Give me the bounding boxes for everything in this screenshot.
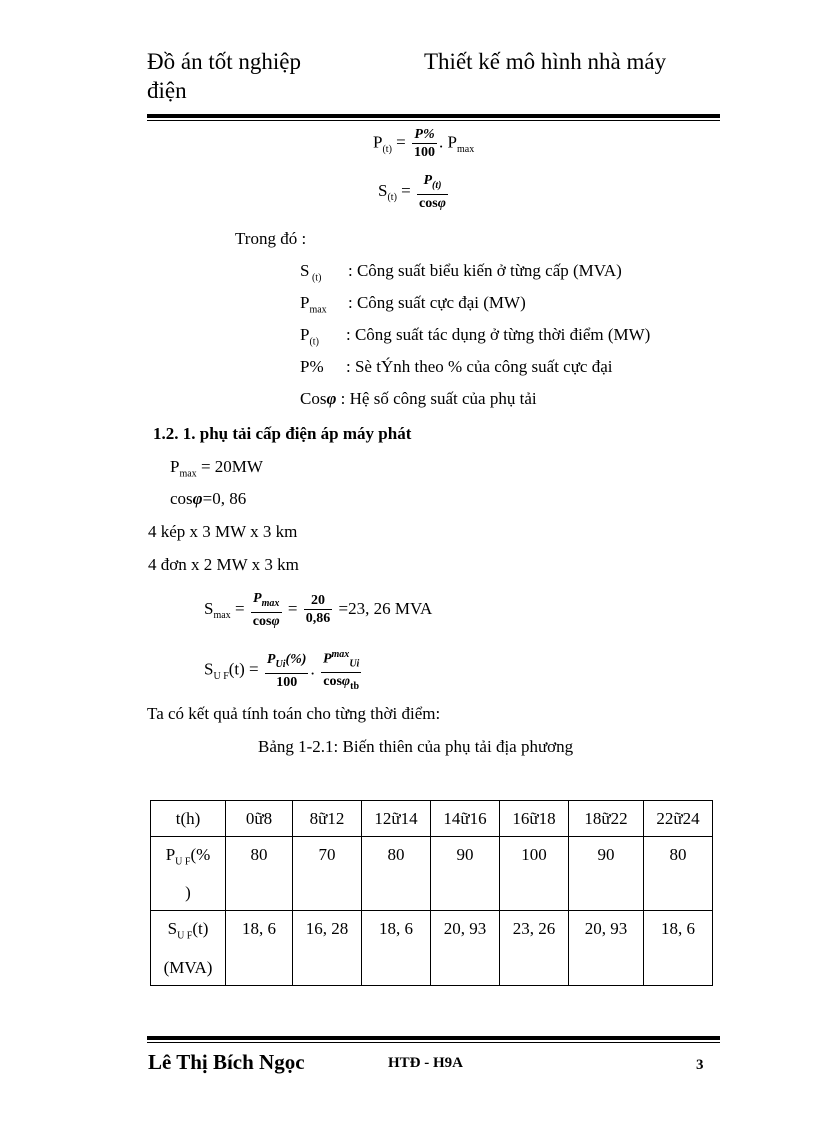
table-cell: 90 — [430, 835, 500, 912]
load-table: t(h) 0ữ8 8ữ12 12ữ14 14ữ16 16ữ18 18ữ22 22… — [150, 800, 713, 987]
footer-author: Lê Thị Bích Ngọc — [148, 1050, 305, 1074]
header-left: Đồ án tốt nghiệp — [147, 49, 301, 74]
formula-p-t: P(t) = P% 100. Pmax — [373, 127, 475, 160]
table-cell: 80 — [643, 835, 713, 912]
formula-suf: SU F(t) = PUi(%) 100. PmaxUi cosφtb — [204, 646, 363, 695]
definition-item: Cosφ : Hệ số công suất của phụ tải — [300, 389, 537, 408]
cos-value: cosφ=0, 86 — [170, 489, 247, 508]
table-cell: 8ữ12 — [292, 800, 362, 837]
table-cell: 80 — [225, 835, 293, 912]
table-cell: 16, 28 — [292, 910, 362, 987]
table-cell: 12ữ14 — [361, 800, 431, 837]
table-cell: 23, 26 — [499, 910, 569, 987]
definition-item: S (t): Công suất biểu kiến ở từng cấp (M… — [300, 261, 622, 284]
table-cell: 20, 93 — [430, 910, 500, 987]
line-text: 4 đơn x 2 MW x 3 km — [148, 555, 299, 574]
table-cell: t(h) — [150, 800, 226, 837]
header-right: Thiết kế mô hình nhà máy — [424, 49, 667, 74]
pmax-value: Pmax = 20MW — [170, 457, 263, 480]
table-cell: 18, 6 — [361, 910, 431, 987]
table-caption: Bảng 1-2.1: Biến thiên của phụ tải địa p… — [258, 737, 574, 756]
header-rule-thin — [147, 120, 720, 121]
page-number: 3 — [696, 1057, 704, 1073]
formula-s-t: S(t) = P(t) cosφ — [378, 173, 448, 211]
table-cell: 16ữ18 — [499, 800, 569, 837]
row-label: SU F(t) (MVA) — [150, 910, 226, 987]
table-cell: 18, 6 — [225, 910, 293, 987]
line-text: 4 kép x 3 MW x 3 km — [148, 522, 298, 541]
table-cell: 14ữ16 — [430, 800, 500, 837]
header-left-cont: điện — [147, 78, 187, 103]
result-intro: Ta có kết quả tính toán cho từng thời đi… — [147, 704, 441, 723]
footer-rule — [147, 1036, 720, 1040]
row-label: PU F(%) — [150, 835, 226, 912]
definition-item: P%: Sè tÝnh theo % của công suất cực đại — [300, 357, 613, 376]
table-cell: 80 — [361, 835, 431, 912]
table-cell: 18ữ22 — [568, 800, 644, 837]
table-cell: 18, 6 — [643, 910, 713, 987]
table-header-row: t(h) 0ữ8 8ữ12 12ữ14 14ữ16 16ữ18 18ữ22 22… — [150, 800, 713, 837]
table-cell: 22ữ24 — [643, 800, 713, 837]
header-rule — [147, 114, 720, 118]
table-cell: 70 — [292, 835, 362, 912]
footer-rule-thin — [147, 1042, 720, 1043]
table-cell: 0ữ8 — [225, 800, 293, 837]
table-row: SU F(t) (MVA) 18, 6 16, 28 18, 6 20, 93 2… — [150, 910, 713, 987]
table-cell: 100 — [499, 835, 569, 912]
definition-item: Pmax: Công suất cực đại (MW) — [300, 293, 526, 316]
definition-item: P(t): Công suất tác dụng ở từng thời điể… — [300, 325, 651, 348]
footer-class: HTĐ - H9A — [388, 1055, 463, 1071]
section-heading: 1.2. 1. phụ tải cấp điện áp máy phát — [153, 424, 412, 443]
where-label: Trong đó : — [235, 229, 307, 248]
formula-smax: Smax = Pmax cosφ = 20 0,86 =23, 26 MVA — [204, 591, 433, 629]
table-cell: 90 — [568, 835, 644, 912]
table-cell: 20, 93 — [568, 910, 644, 987]
table-row: PU F(%) 80 70 80 90 100 90 80 — [150, 835, 713, 912]
